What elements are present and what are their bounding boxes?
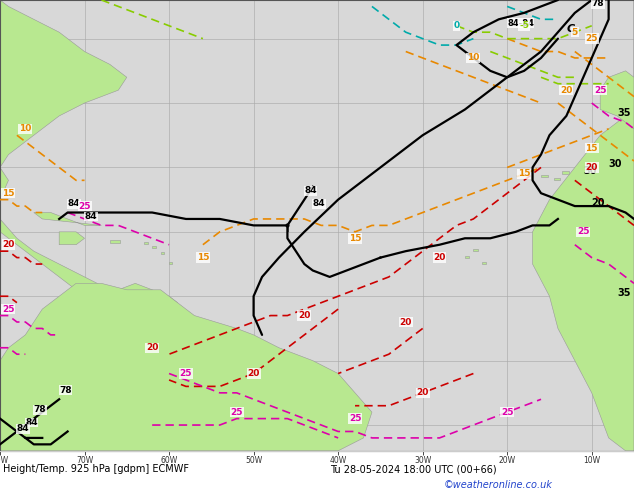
Text: 20: 20	[146, 343, 158, 352]
Text: 30: 30	[609, 159, 622, 170]
Text: 84: 84	[68, 199, 81, 208]
Text: 84-84: 84-84	[507, 19, 534, 28]
Text: 25: 25	[2, 305, 15, 314]
Text: 84: 84	[17, 424, 30, 434]
Polygon shape	[169, 262, 172, 264]
Polygon shape	[541, 174, 548, 177]
Text: C: C	[566, 24, 574, 34]
Text: 20: 20	[399, 318, 412, 326]
Text: 84: 84	[25, 418, 38, 427]
Text: 20: 20	[592, 198, 605, 208]
Text: 20: 20	[417, 389, 429, 397]
Text: 84: 84	[84, 212, 97, 221]
Polygon shape	[0, 168, 8, 199]
Polygon shape	[553, 178, 560, 180]
Text: 20: 20	[3, 240, 15, 249]
Text: 15: 15	[197, 253, 209, 262]
Text: 15: 15	[2, 189, 15, 197]
Text: ©weatheronline.co.uk: ©weatheronline.co.uk	[444, 480, 553, 490]
Text: 25: 25	[78, 201, 91, 211]
Polygon shape	[600, 71, 634, 129]
Text: 20: 20	[586, 163, 598, 172]
Text: 30: 30	[583, 166, 597, 176]
Text: 84: 84	[304, 186, 317, 195]
Text: 20: 20	[247, 369, 260, 378]
Text: 25: 25	[577, 227, 590, 236]
Polygon shape	[0, 283, 372, 451]
Text: 78: 78	[59, 386, 72, 395]
Text: 15: 15	[518, 170, 531, 178]
Text: 25: 25	[585, 34, 598, 43]
Polygon shape	[0, 0, 127, 168]
Text: 25: 25	[501, 408, 514, 416]
Text: 78: 78	[34, 405, 46, 414]
Polygon shape	[144, 242, 148, 244]
Text: 20: 20	[298, 311, 311, 320]
Text: l: l	[286, 225, 288, 234]
Text: 25: 25	[594, 86, 607, 95]
Text: 0: 0	[453, 21, 460, 30]
Text: Tu 28-05-2024 18:00 UTC (00+66): Tu 28-05-2024 18:00 UTC (00+66)	[330, 465, 496, 474]
Text: 5: 5	[572, 28, 578, 37]
Polygon shape	[59, 232, 84, 245]
Text: 15: 15	[585, 144, 598, 152]
Polygon shape	[152, 246, 157, 248]
Text: 10: 10	[467, 53, 479, 62]
Polygon shape	[34, 213, 101, 225]
Polygon shape	[562, 172, 569, 174]
Text: 20: 20	[560, 86, 573, 95]
Text: 84: 84	[313, 199, 325, 208]
Polygon shape	[160, 252, 164, 254]
Polygon shape	[474, 249, 477, 251]
Text: 35: 35	[617, 288, 631, 298]
Text: 10: 10	[19, 124, 32, 133]
Polygon shape	[465, 256, 469, 258]
Text: 25: 25	[230, 408, 243, 416]
Text: -5: -5	[519, 21, 529, 30]
Text: 25: 25	[179, 369, 192, 378]
Text: 20: 20	[434, 253, 446, 262]
Text: 25: 25	[349, 414, 361, 423]
Polygon shape	[0, 168, 178, 309]
Polygon shape	[110, 240, 120, 244]
Text: Height/Temp. 925 hPa [gdpm] ECMWF: Height/Temp. 925 hPa [gdpm] ECMWF	[3, 465, 189, 474]
Text: 35: 35	[617, 108, 631, 118]
Polygon shape	[533, 0, 634, 451]
Text: 15: 15	[349, 234, 361, 243]
Text: 78: 78	[592, 0, 604, 8]
Polygon shape	[482, 262, 486, 264]
